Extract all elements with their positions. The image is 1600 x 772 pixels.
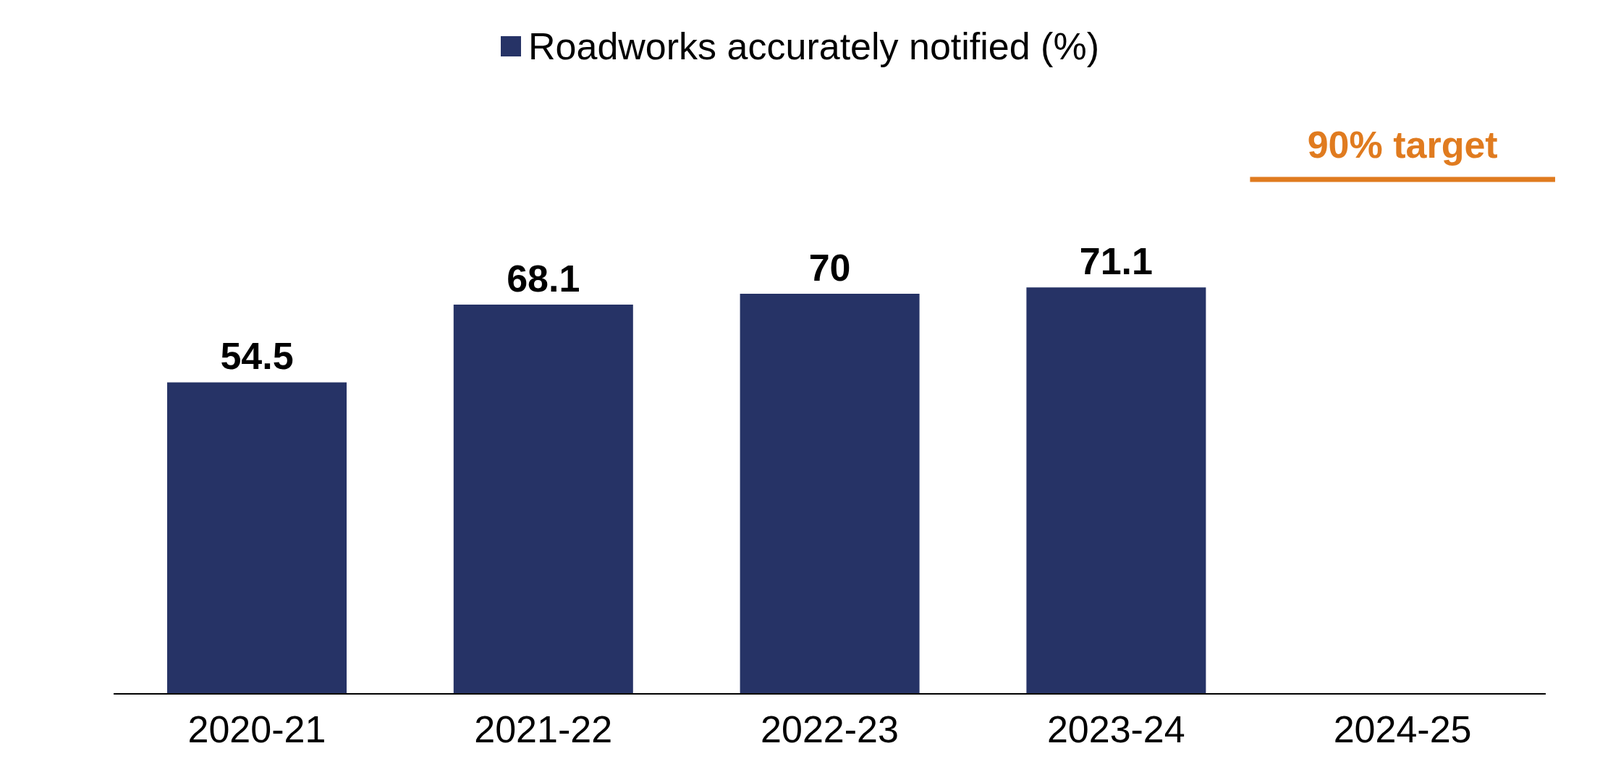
svg-text:68.1: 68.1 — [506, 257, 580, 300]
svg-text:70: 70 — [809, 246, 852, 289]
svg-text:2023-24: 2023-24 — [1047, 708, 1186, 751]
svg-text:71.1: 71.1 — [1079, 240, 1153, 283]
html-text:Roadworks accurately notified: Roadworks accurately notified (%) — [528, 25, 1100, 68]
svg-text:2020-21: 2020-21 — [187, 708, 326, 751]
svg-text:90% target: 90% target — [1307, 123, 1498, 166]
svg-text:2022-23: 2022-23 — [760, 708, 899, 751]
svg-text:54.5: 54.5 — [219, 335, 294, 378]
svg-text:2024-25: 2024-25 — [1333, 708, 1472, 751]
svg-text:2021-22: 2021-22 — [473, 708, 613, 751]
